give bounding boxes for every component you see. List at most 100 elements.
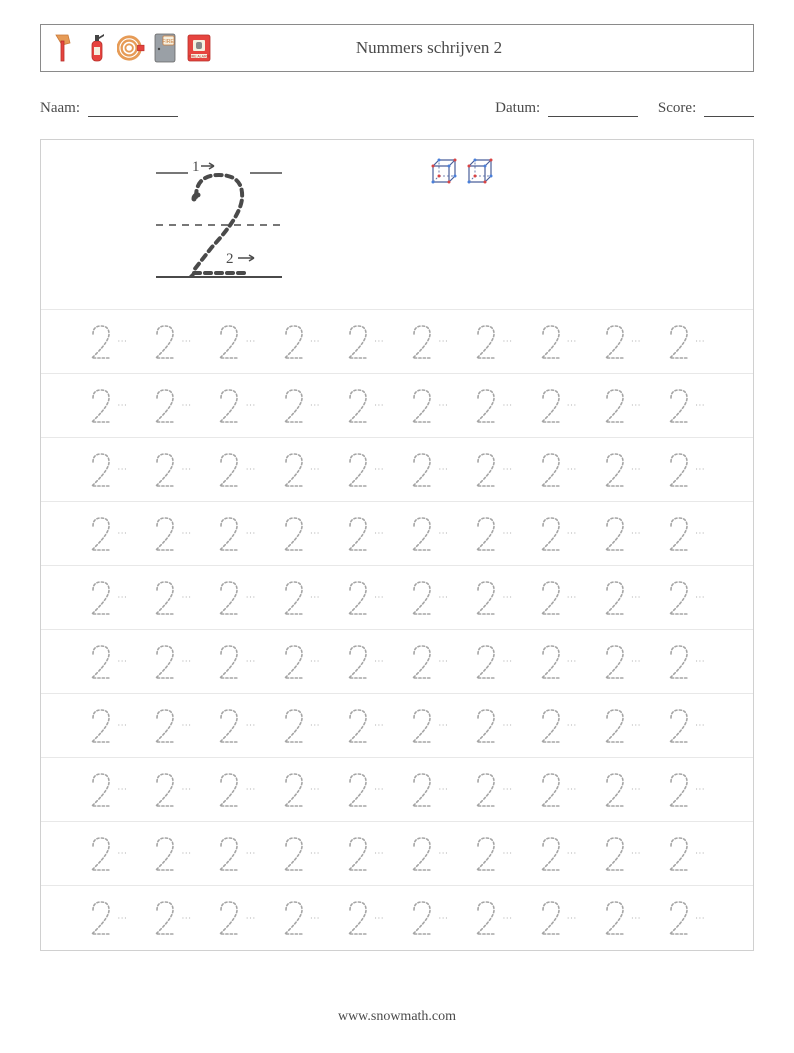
trace-cell[interactable]: ⋯ — [141, 578, 203, 618]
trace-cell[interactable]: ⋯ — [77, 898, 139, 938]
trace-cell[interactable]: ⋯ — [655, 642, 717, 682]
trace-cell[interactable]: ⋯ — [591, 578, 653, 618]
trace-cell[interactable]: ⋯ — [526, 834, 588, 874]
trace-cell[interactable]: ⋯ — [270, 514, 332, 554]
trace-cell[interactable]: ⋯ — [270, 322, 332, 362]
trace-cell[interactable]: ⋯ — [270, 386, 332, 426]
trace-cell[interactable]: ⋯ — [398, 642, 460, 682]
trace-cell[interactable]: ⋯ — [526, 578, 588, 618]
trace-cell[interactable]: ⋯ — [462, 642, 524, 682]
trace-cell[interactable]: ⋯ — [462, 450, 524, 490]
trace-cell[interactable]: ⋯ — [77, 514, 139, 554]
trace-cell[interactable]: ⋯ — [270, 642, 332, 682]
trace-cell[interactable]: ⋯ — [398, 514, 460, 554]
trace-cell[interactable]: ⋯ — [591, 514, 653, 554]
trace-cell[interactable]: ⋯ — [77, 322, 139, 362]
trace-cell[interactable]: ⋯ — [77, 450, 139, 490]
trace-cell[interactable]: ⋯ — [141, 322, 203, 362]
trace-cell[interactable]: ⋯ — [205, 898, 267, 938]
trace-cell[interactable]: ⋯ — [526, 706, 588, 746]
trace-cell[interactable]: ⋯ — [334, 642, 396, 682]
trace-cell[interactable]: ⋯ — [655, 386, 717, 426]
trace-cell[interactable]: ⋯ — [334, 834, 396, 874]
trace-cell[interactable]: ⋯ — [526, 386, 588, 426]
trace-cell[interactable]: ⋯ — [655, 770, 717, 810]
trace-cell[interactable]: ⋯ — [462, 386, 524, 426]
trace-cell[interactable]: ⋯ — [398, 898, 460, 938]
trace-cell[interactable]: ⋯ — [462, 770, 524, 810]
trace-cell[interactable]: ⋯ — [591, 386, 653, 426]
trace-cell[interactable]: ⋯ — [77, 706, 139, 746]
name-blank[interactable] — [88, 103, 178, 117]
score-blank[interactable] — [704, 103, 754, 117]
trace-cell[interactable]: ⋯ — [270, 834, 332, 874]
trace-cell[interactable]: ⋯ — [591, 770, 653, 810]
date-blank[interactable] — [548, 103, 638, 117]
trace-cell[interactable]: ⋯ — [591, 450, 653, 490]
trace-cell[interactable]: ⋯ — [655, 898, 717, 938]
trace-cell[interactable]: ⋯ — [77, 834, 139, 874]
trace-cell[interactable]: ⋯ — [655, 578, 717, 618]
trace-cell[interactable]: ⋯ — [270, 898, 332, 938]
trace-cell[interactable]: ⋯ — [205, 322, 267, 362]
trace-cell[interactable]: ⋯ — [591, 834, 653, 874]
trace-cell[interactable]: ⋯ — [205, 450, 267, 490]
trace-cell[interactable]: ⋯ — [141, 450, 203, 490]
trace-cell[interactable]: ⋯ — [205, 770, 267, 810]
trace-cell[interactable]: ⋯ — [334, 770, 396, 810]
trace-cell[interactable]: ⋯ — [77, 578, 139, 618]
trace-cell[interactable]: ⋯ — [77, 770, 139, 810]
trace-cell[interactable]: ⋯ — [655, 514, 717, 554]
trace-cell[interactable]: ⋯ — [398, 578, 460, 618]
trace-cell[interactable]: ⋯ — [205, 386, 267, 426]
trace-cell[interactable]: ⋯ — [398, 450, 460, 490]
trace-cell[interactable]: ⋯ — [526, 898, 588, 938]
trace-cell[interactable]: ⋯ — [655, 322, 717, 362]
trace-cell[interactable]: ⋯ — [141, 386, 203, 426]
trace-cell[interactable]: ⋯ — [270, 770, 332, 810]
trace-cell[interactable]: ⋯ — [462, 834, 524, 874]
trace-cell[interactable]: ⋯ — [398, 322, 460, 362]
trace-cell[interactable]: ⋯ — [462, 514, 524, 554]
trace-cell[interactable]: ⋯ — [591, 898, 653, 938]
trace-cell[interactable]: ⋯ — [270, 706, 332, 746]
trace-cell[interactable]: ⋯ — [334, 898, 396, 938]
trace-cell[interactable]: ⋯ — [526, 322, 588, 362]
trace-cell[interactable]: ⋯ — [205, 834, 267, 874]
trace-cell[interactable]: ⋯ — [270, 578, 332, 618]
trace-cell[interactable]: ⋯ — [141, 514, 203, 554]
trace-cell[interactable]: ⋯ — [141, 706, 203, 746]
trace-cell[interactable]: ⋯ — [141, 642, 203, 682]
trace-cell[interactable]: ⋯ — [462, 898, 524, 938]
trace-cell[interactable]: ⋯ — [398, 706, 460, 746]
trace-cell[interactable]: ⋯ — [398, 386, 460, 426]
trace-cell[interactable]: ⋯ — [205, 514, 267, 554]
trace-cell[interactable]: ⋯ — [655, 706, 717, 746]
trace-cell[interactable]: ⋯ — [462, 322, 524, 362]
trace-cell[interactable]: ⋯ — [526, 642, 588, 682]
trace-cell[interactable]: ⋯ — [462, 706, 524, 746]
trace-cell[interactable]: ⋯ — [526, 514, 588, 554]
trace-cell[interactable]: ⋯ — [141, 834, 203, 874]
trace-cell[interactable]: ⋯ — [334, 514, 396, 554]
trace-cell[interactable]: ⋯ — [141, 898, 203, 938]
trace-cell[interactable]: ⋯ — [591, 642, 653, 682]
trace-cell[interactable]: ⋯ — [334, 322, 396, 362]
trace-cell[interactable]: ⋯ — [591, 322, 653, 362]
trace-cell[interactable]: ⋯ — [655, 450, 717, 490]
trace-cell[interactable]: ⋯ — [205, 578, 267, 618]
trace-cell[interactable]: ⋯ — [591, 706, 653, 746]
trace-cell[interactable]: ⋯ — [655, 834, 717, 874]
trace-cell[interactable]: ⋯ — [205, 642, 267, 682]
trace-cell[interactable]: ⋯ — [77, 386, 139, 426]
trace-cell[interactable]: ⋯ — [526, 770, 588, 810]
trace-cell[interactable]: ⋯ — [462, 578, 524, 618]
trace-cell[interactable]: ⋯ — [398, 834, 460, 874]
trace-cell[interactable]: ⋯ — [334, 450, 396, 490]
trace-cell[interactable]: ⋯ — [205, 706, 267, 746]
trace-cell[interactable]: ⋯ — [334, 386, 396, 426]
trace-cell[interactable]: ⋯ — [334, 706, 396, 746]
trace-cell[interactable]: ⋯ — [398, 770, 460, 810]
trace-cell[interactable]: ⋯ — [526, 450, 588, 490]
trace-cell[interactable]: ⋯ — [334, 578, 396, 618]
